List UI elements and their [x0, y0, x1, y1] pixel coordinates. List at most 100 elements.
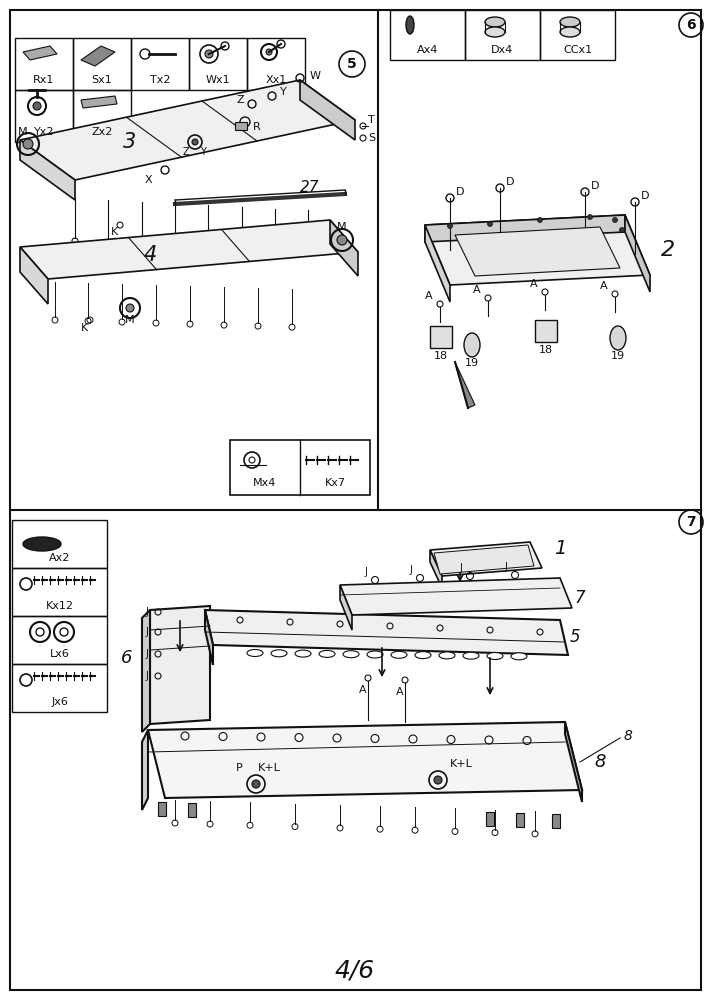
Bar	[12, 568, 107, 616]
Text: CCx1: CCx1	[563, 45, 592, 55]
Text: D: D	[456, 187, 464, 197]
Bar	[486, 812, 494, 826]
Text: 6: 6	[120, 649, 132, 667]
Ellipse shape	[463, 652, 479, 659]
Text: P: P	[236, 763, 243, 773]
Bar	[15, 38, 73, 90]
Circle shape	[266, 49, 272, 55]
Text: Sx1: Sx1	[92, 75, 112, 85]
Ellipse shape	[367, 651, 383, 658]
Polygon shape	[430, 542, 542, 576]
Ellipse shape	[247, 650, 263, 656]
Text: A: A	[396, 687, 404, 697]
Polygon shape	[81, 46, 115, 66]
Text: Yx2: Yx2	[33, 127, 54, 137]
Bar	[430, 326, 452, 348]
Polygon shape	[430, 550, 442, 588]
Text: J: J	[145, 671, 148, 681]
Text: T: T	[368, 115, 375, 125]
Text: Ax2: Ax2	[49, 553, 70, 563]
Polygon shape	[340, 578, 572, 615]
Polygon shape	[205, 610, 213, 665]
Text: Wx1: Wx1	[205, 75, 230, 85]
Text: J: J	[459, 563, 462, 573]
Bar	[540, 10, 615, 60]
Text: Kx12: Kx12	[46, 601, 73, 611]
Polygon shape	[20, 247, 48, 304]
Text: 4: 4	[144, 245, 156, 265]
Ellipse shape	[23, 537, 61, 551]
Ellipse shape	[464, 333, 480, 357]
Text: D: D	[506, 177, 515, 187]
Bar	[188, 803, 196, 817]
Circle shape	[205, 50, 213, 58]
Text: K+L: K+L	[258, 763, 281, 773]
Text: M: M	[125, 315, 135, 325]
Bar	[73, 38, 131, 90]
Bar	[73, 90, 131, 142]
Text: D: D	[641, 191, 650, 201]
Text: W: W	[310, 71, 321, 81]
Text: J: J	[365, 567, 368, 577]
Text: M: M	[337, 222, 347, 232]
Text: 8: 8	[594, 753, 606, 771]
Bar	[12, 664, 107, 712]
Bar	[552, 814, 560, 828]
Text: 8: 8	[624, 729, 633, 743]
Polygon shape	[300, 80, 355, 140]
Text: 19: 19	[465, 358, 479, 368]
Text: K: K	[81, 323, 88, 333]
Circle shape	[612, 218, 617, 223]
Polygon shape	[20, 220, 358, 279]
Circle shape	[33, 102, 41, 110]
Text: 7: 7	[686, 515, 696, 529]
Text: Kx7: Kx7	[324, 478, 346, 488]
Bar	[15, 90, 73, 142]
Text: A: A	[600, 281, 608, 291]
Circle shape	[538, 218, 542, 223]
Bar	[131, 38, 189, 90]
Circle shape	[488, 222, 493, 227]
Polygon shape	[455, 362, 475, 408]
Polygon shape	[565, 722, 582, 802]
Circle shape	[434, 776, 442, 784]
Text: A: A	[359, 685, 367, 695]
Text: Rx1: Rx1	[33, 75, 55, 85]
Circle shape	[337, 235, 347, 245]
Ellipse shape	[295, 650, 311, 657]
Bar	[390, 10, 465, 60]
Text: Tx2: Tx2	[150, 75, 170, 85]
Text: 5: 5	[570, 628, 580, 646]
Ellipse shape	[487, 652, 503, 660]
Circle shape	[126, 304, 134, 312]
Text: A: A	[530, 279, 538, 289]
Polygon shape	[425, 225, 450, 302]
Ellipse shape	[485, 27, 505, 37]
Text: J: J	[145, 649, 148, 659]
Polygon shape	[625, 215, 650, 292]
Ellipse shape	[560, 17, 580, 27]
Text: 1: 1	[554, 538, 566, 558]
Text: S: S	[368, 133, 375, 143]
Ellipse shape	[343, 651, 359, 658]
Text: Lx6: Lx6	[50, 649, 70, 659]
Ellipse shape	[391, 651, 407, 658]
Text: Dx4: Dx4	[491, 45, 513, 55]
Polygon shape	[142, 610, 150, 732]
Text: K+L: K+L	[450, 759, 473, 769]
Text: A: A	[474, 285, 481, 295]
Bar	[247, 38, 305, 90]
Ellipse shape	[319, 650, 335, 657]
Polygon shape	[81, 96, 117, 108]
Ellipse shape	[406, 16, 414, 34]
Bar	[230, 440, 370, 495]
Text: 18: 18	[539, 345, 553, 355]
Bar	[189, 38, 247, 90]
Text: D: D	[591, 181, 599, 191]
Text: Y: Y	[280, 87, 287, 97]
Polygon shape	[455, 227, 620, 276]
Polygon shape	[434, 545, 534, 574]
Text: X: X	[144, 175, 152, 185]
Bar	[12, 616, 107, 664]
Circle shape	[23, 139, 33, 149]
